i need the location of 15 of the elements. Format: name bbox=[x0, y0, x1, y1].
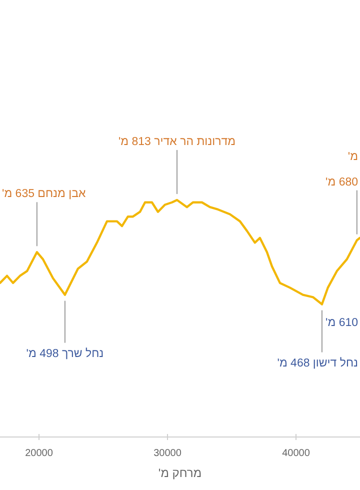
x-tick-label: 40000 bbox=[282, 448, 310, 459]
annotation: 680 מ' bbox=[326, 176, 358, 235]
x-axis-title: מרחק מ' bbox=[158, 466, 202, 480]
x-tick-label: 30000 bbox=[154, 448, 182, 459]
annotation: מדרונות הר אדיר 813 מ' bbox=[118, 136, 236, 148]
annotation: נחל שרך 498 מ' bbox=[26, 346, 104, 360]
annotation: אבן מנחם 635 מ' bbox=[2, 188, 86, 200]
annotation: 680 מ' bbox=[326, 176, 358, 188]
annotation: נחל שרך 498 מ' bbox=[26, 300, 104, 360]
annotation: מדרונות הר אדיר 813 מ' bbox=[118, 136, 236, 194]
annotation: 610 מ' bbox=[326, 317, 358, 329]
annotation: נחל דישון 468 מ' bbox=[277, 356, 358, 370]
annotation: מ' bbox=[348, 151, 358, 163]
annotation: אבן מנחם 635 מ' bbox=[2, 188, 86, 247]
x-tick-label: 20000 bbox=[25, 448, 54, 459]
